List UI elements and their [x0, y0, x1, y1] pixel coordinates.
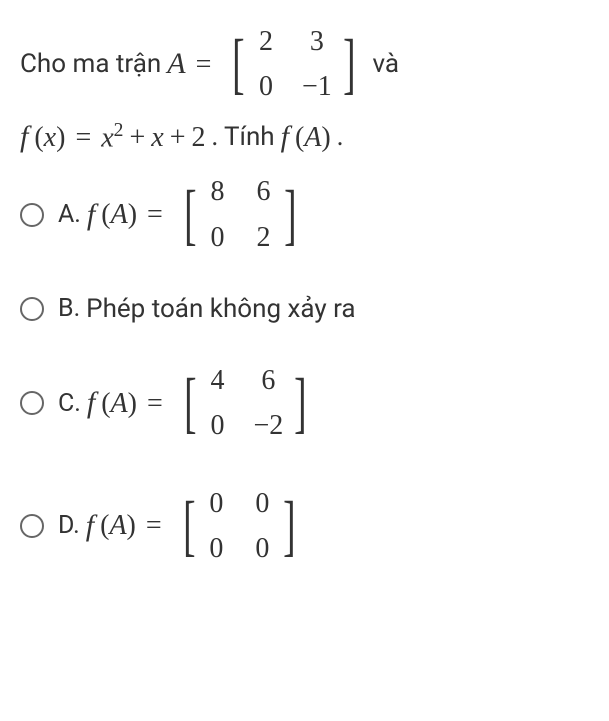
option-C-letter: C.: [58, 386, 81, 421]
matrix-cell: −2: [253, 406, 283, 445]
matrix-cell: 0: [252, 484, 272, 523]
right-bracket-icon: ]: [285, 186, 297, 244]
option-A-matrix: [ 8 6 0 2 ]: [179, 168, 302, 260]
left-bracket-icon: [: [184, 186, 196, 244]
option-C[interactable]: C. f (A) = [ 4 6 0 −2 ]: [20, 357, 589, 449]
variable-A: A: [167, 43, 185, 85]
compute-text: Tính: [224, 119, 275, 155]
matrix-cell: 0: [206, 484, 226, 523]
option-D-eq: =: [146, 506, 162, 545]
stem-line-1: Cho ma trận A = [ 2 3 0 −1 ] và: [20, 18, 589, 110]
matrix-cell: 6: [253, 361, 283, 400]
matrix-cell: 0: [206, 529, 226, 568]
plus-1: +: [129, 118, 145, 157]
stem-line-2: f (x) = x2 + x + 2. Tính f (A).: [20, 116, 589, 158]
left-bracket-icon: [: [232, 35, 244, 93]
option-C-eq: =: [147, 384, 163, 423]
option-D-matrix-body: 0 0 0 0: [200, 480, 278, 572]
matrix-A-body: 2 3 0 −1: [250, 18, 338, 110]
option-B-text: Phép toán không xảy ra: [86, 291, 355, 327]
radio-icon[interactable]: [20, 203, 44, 227]
compute-arg: (A): [295, 118, 331, 157]
radio-icon[interactable]: [20, 514, 44, 538]
right-bracket-icon: ]: [294, 374, 306, 432]
option-A-letter: A.: [58, 197, 81, 232]
matrix-A: [ 2 3 0 −1 ]: [227, 18, 360, 110]
option-D-body: D. f (A) = [ 0 0 0 0 ]: [58, 480, 307, 572]
option-B[interactable]: B. Phép toán không xảy ra: [20, 291, 589, 327]
option-D-arg: (A): [100, 506, 136, 545]
option-C-matrix-body: 4 6 0 −2: [201, 357, 289, 449]
option-C-body: C. f (A) = [ 4 6 0 −2 ]: [58, 357, 318, 449]
option-D-letter: D.: [58, 508, 80, 543]
matrix-cell: 6: [253, 172, 273, 211]
plus-2: +: [170, 118, 186, 157]
option-D-matrix: [ 0 0 0 0 ]: [178, 480, 301, 572]
stem-suffix-text: và: [372, 46, 399, 82]
option-A-arg: (A): [101, 195, 137, 234]
option-C-f: f: [87, 382, 95, 424]
left-bracket-icon: [: [183, 497, 195, 555]
func-arg: (x): [34, 118, 65, 157]
matrix-cell: 2: [253, 218, 273, 257]
left-bracket-icon: [: [184, 374, 196, 432]
matrix-cell: 8: [207, 172, 227, 211]
option-B-body: B. Phép toán không xảy ra: [58, 291, 356, 327]
right-bracket-icon: ]: [343, 35, 355, 93]
matrix-A-cell: −1: [302, 67, 332, 106]
matrix-cell: 0: [207, 218, 227, 257]
matrix-cell: 0: [207, 406, 227, 445]
term-x: x: [151, 118, 163, 157]
option-C-matrix: [ 4 6 0 −2 ]: [179, 357, 312, 449]
func-f: f: [20, 116, 28, 158]
equals-2: =: [75, 118, 91, 157]
options-list: A. f (A) = [ 8 6 0 2 ] B. Phép toán khôn…: [20, 168, 589, 572]
radio-icon[interactable]: [20, 297, 44, 321]
option-A-f: f: [87, 194, 95, 236]
option-D[interactable]: D. f (A) = [ 0 0 0 0 ]: [20, 480, 589, 572]
radio-icon[interactable]: [20, 391, 44, 415]
period-2: .: [337, 119, 344, 155]
const-2: 2: [192, 118, 206, 157]
option-B-letter: B.: [58, 291, 80, 326]
term-x2: x2: [101, 117, 123, 158]
period-1: .: [212, 119, 219, 155]
compute-f: f: [281, 116, 289, 158]
option-A-matrix-body: 8 6 0 2: [201, 168, 279, 260]
right-bracket-icon: ]: [283, 497, 295, 555]
matrix-A-cell: 0: [256, 67, 276, 106]
equals-1: =: [196, 45, 212, 84]
matrix-cell: 4: [207, 361, 227, 400]
matrix-cell: 0: [252, 529, 272, 568]
option-C-arg: (A): [101, 384, 137, 423]
var-x: x: [44, 122, 56, 153]
option-D-f: f: [86, 505, 94, 547]
option-A[interactable]: A. f (A) = [ 8 6 0 2 ]: [20, 168, 589, 260]
option-A-body: A. f (A) = [ 8 6 0 2 ]: [58, 168, 308, 260]
matrix-A-cell: 3: [302, 22, 332, 61]
matrix-A-cell: 2: [256, 22, 276, 61]
option-A-eq: =: [147, 195, 163, 234]
question-stem: Cho ma trận A = [ 2 3 0 −1 ] và f (x) = …: [20, 18, 589, 158]
stem-prefix-text: Cho ma trận: [20, 46, 161, 82]
